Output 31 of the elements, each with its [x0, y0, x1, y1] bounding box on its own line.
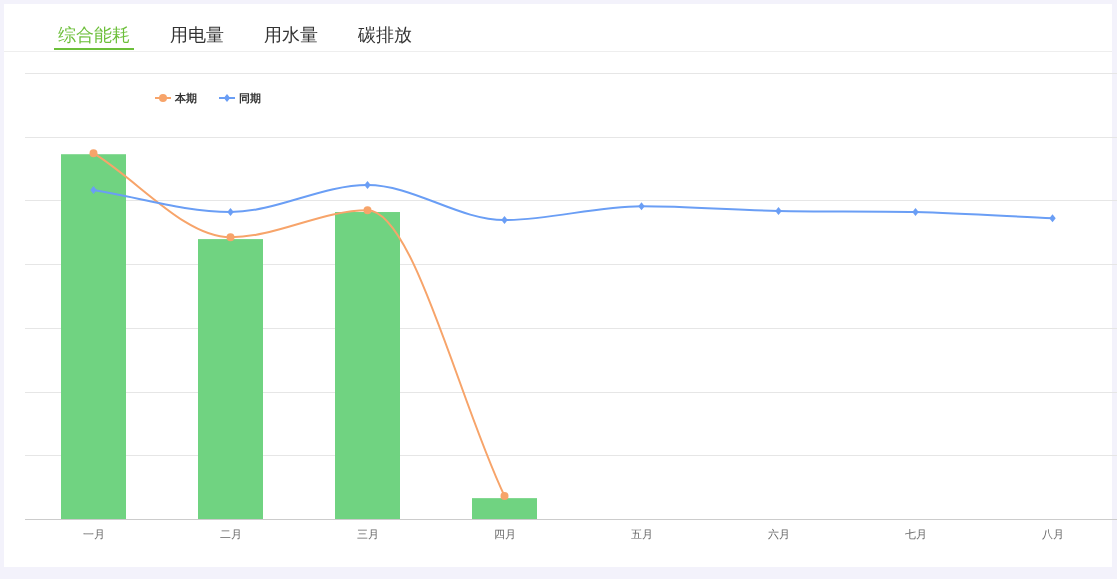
annotation: 用水量	[264, 24, 318, 45]
legend-label: 同期	[239, 92, 261, 105]
x-tick-label: 二月	[219, 528, 242, 541]
bar	[198, 239, 263, 519]
bar	[61, 154, 126, 519]
point	[364, 180, 371, 189]
point	[227, 208, 234, 217]
x-tick-label: 七月	[904, 528, 927, 541]
x-tick-label: 四月	[493, 528, 516, 541]
point	[638, 202, 645, 211]
point	[90, 186, 97, 195]
point	[226, 233, 235, 242]
x-tick-label: 八月	[1041, 528, 1064, 541]
point	[501, 216, 508, 225]
point	[775, 206, 782, 215]
point	[912, 208, 919, 217]
bar	[335, 212, 400, 519]
x-tick-label: 一月	[82, 528, 105, 541]
bar	[472, 498, 537, 519]
point	[500, 491, 509, 500]
annotation: 碳排放	[358, 24, 412, 45]
x-tick-label: 三月	[356, 528, 379, 541]
point	[1049, 214, 1056, 223]
legend-label: 本期	[174, 92, 197, 105]
x-tick-label: 五月	[630, 528, 653, 541]
title: 综合能耗	[54, 24, 134, 50]
point	[363, 206, 372, 215]
x-tick-label: 六月	[767, 528, 790, 541]
point	[89, 149, 98, 158]
chart-title: 综合能耗	[58, 24, 130, 45]
annotation: 用电量	[170, 24, 224, 45]
